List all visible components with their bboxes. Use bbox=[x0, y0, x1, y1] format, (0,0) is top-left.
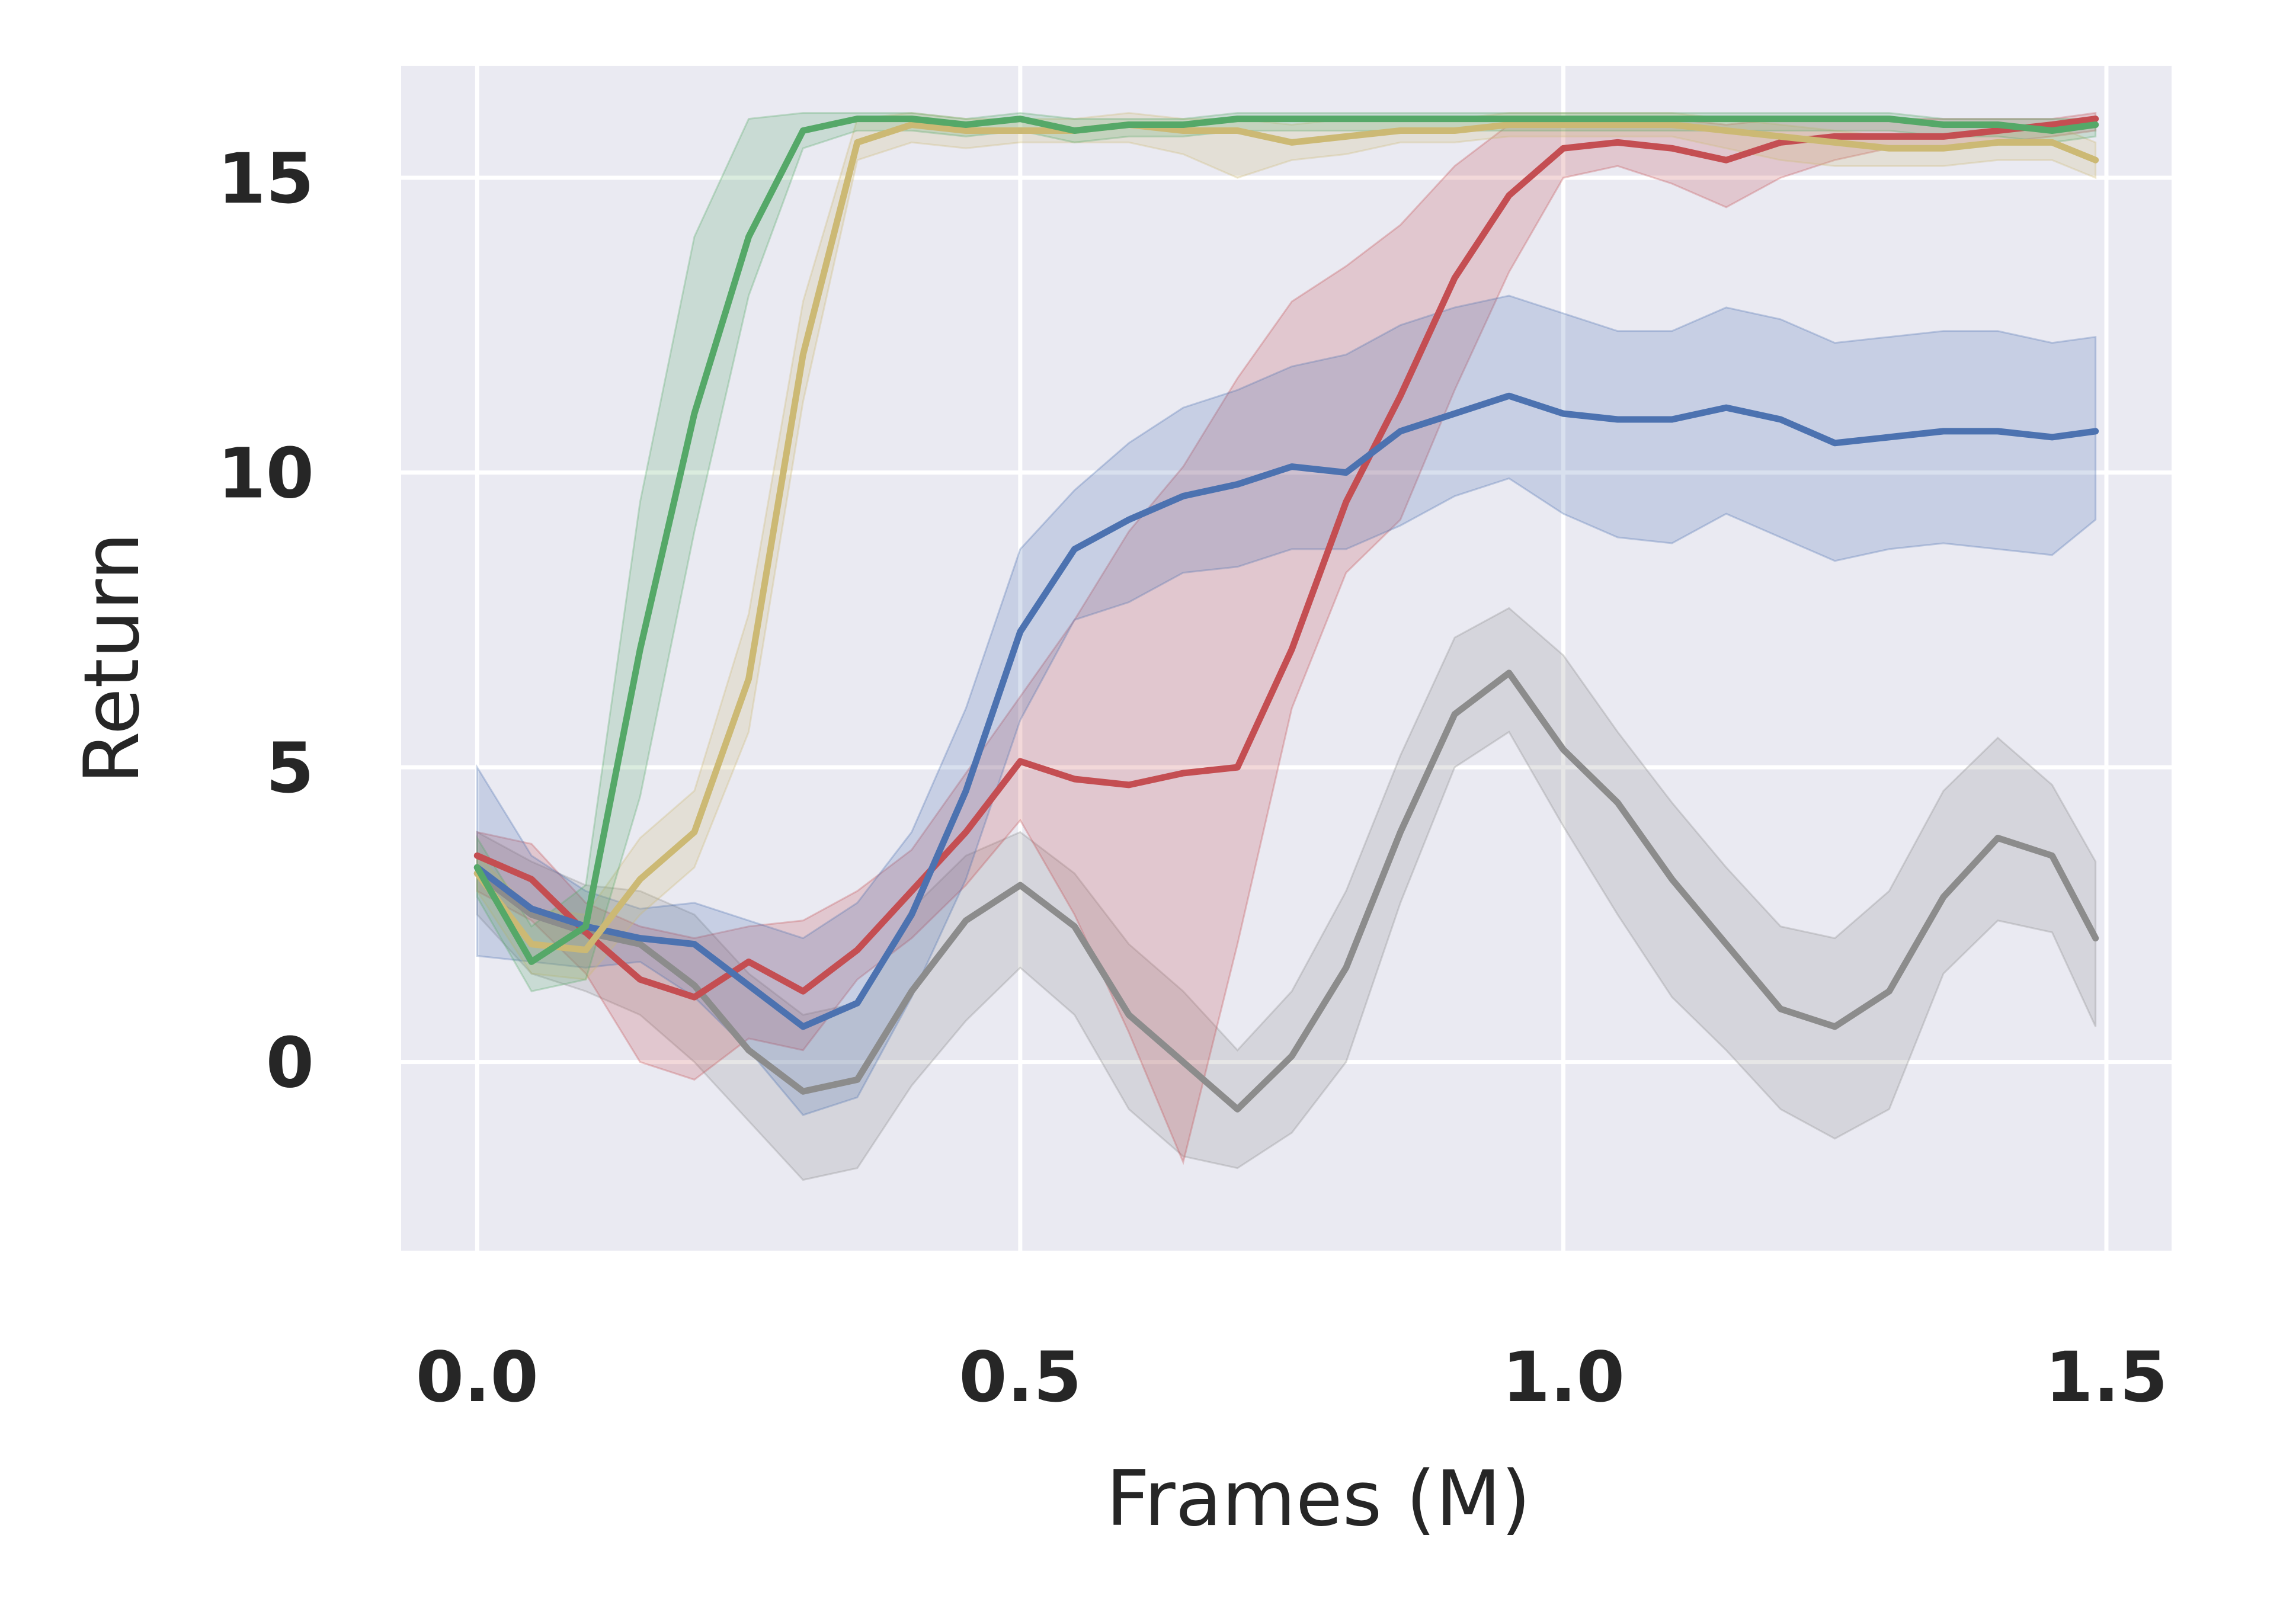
x-tick-label: 1.5 bbox=[2045, 1337, 2167, 1418]
series-line bbox=[473, 116, 2099, 965]
confidence-band bbox=[476, 112, 2097, 980]
y-tick-labels: 0 5 10 15 bbox=[217, 138, 314, 1104]
y-tick-label: 0 bbox=[266, 1023, 314, 1104]
series-line bbox=[473, 116, 2099, 1001]
x-axis-label: Frames (M) bbox=[1106, 1455, 1531, 1543]
y-tick-label: 10 bbox=[217, 433, 314, 514]
y-tick-label: 15 bbox=[217, 138, 314, 219]
x-tick-label: 0.5 bbox=[959, 1337, 1081, 1418]
y-axis-label: Return bbox=[68, 533, 156, 784]
x-tick-label: 0.0 bbox=[416, 1337, 539, 1418]
grid-lines bbox=[401, 66, 2172, 1251]
x-tick-label: 1.0 bbox=[1502, 1337, 1625, 1418]
series-lines bbox=[473, 116, 2099, 1113]
series-line bbox=[473, 669, 2099, 1113]
confidence-band bbox=[476, 294, 2097, 1116]
series-line bbox=[473, 392, 2099, 1030]
confidence-band bbox=[476, 111, 2097, 1165]
y-tick-label: 5 bbox=[266, 728, 314, 809]
series-line bbox=[473, 121, 2099, 953]
confidence-band bbox=[476, 112, 2097, 992]
x-tick-labels: 0.0 0.5 1.0 1.5 bbox=[416, 1337, 2168, 1418]
